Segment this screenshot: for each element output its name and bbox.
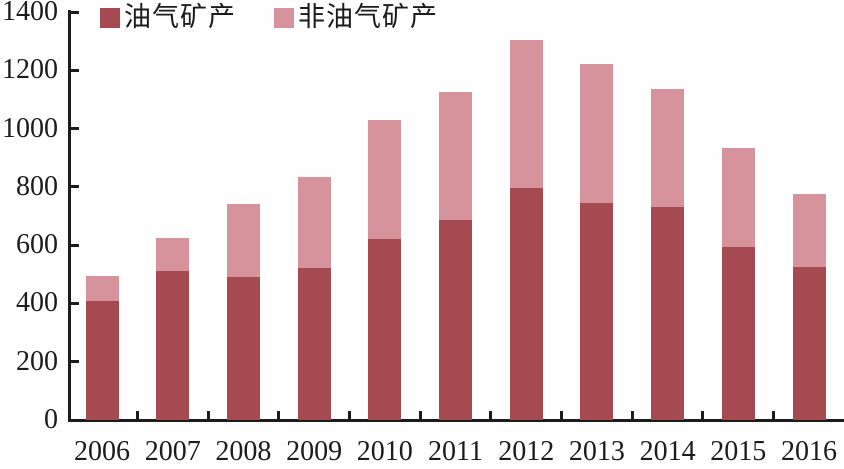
y-tick-1200 bbox=[71, 68, 79, 72]
y-tick-label-800: 800 bbox=[16, 170, 58, 202]
y-tick-label-1400: 1400 bbox=[2, 0, 58, 27]
y-tick-label-1000: 1000 bbox=[2, 112, 58, 144]
x-tick-label-2006: 2006 bbox=[74, 436, 130, 467]
x-tick-label-2011: 2011 bbox=[428, 436, 483, 467]
x-tick-label-2013: 2013 bbox=[568, 436, 625, 467]
x-tick-label-2016: 2016 bbox=[781, 436, 837, 467]
x-tick-label-2007: 2007 bbox=[144, 436, 201, 467]
bar-segment-non-oil-gas-2010 bbox=[368, 119, 402, 240]
x-tick-2013-2014 bbox=[630, 411, 634, 419]
y-tick-label-600: 600 bbox=[16, 229, 58, 261]
x-tick-2014-2015 bbox=[701, 411, 705, 419]
y-tick-800 bbox=[71, 185, 79, 189]
chart-legend: 油气矿产 非油气矿产 bbox=[100, 4, 438, 31]
y-axis-line bbox=[68, 10, 71, 422]
bar-segment-oil-gas-2015 bbox=[721, 246, 755, 420]
bar-segment-oil-gas-2014 bbox=[651, 207, 685, 420]
bar-segment-non-oil-gas-2007 bbox=[156, 237, 190, 272]
legend-swatch-oil-gas bbox=[100, 7, 120, 28]
legend-item-oil-gas: 油气矿产 bbox=[100, 4, 236, 31]
bar-segment-oil-gas-2007 bbox=[156, 271, 190, 420]
x-tick-2006-2007 bbox=[135, 411, 139, 419]
bar-segment-non-oil-gas-2013 bbox=[580, 64, 614, 203]
y-tick-400 bbox=[71, 301, 79, 305]
bar-segment-non-oil-gas-2006 bbox=[85, 275, 119, 301]
x-tick-2010-2011 bbox=[418, 411, 422, 419]
bar-segment-non-oil-gas-2012 bbox=[509, 39, 543, 189]
x-tick-label-2009: 2009 bbox=[286, 436, 343, 467]
x-tick-label-2010: 2010 bbox=[356, 436, 413, 467]
bar-segment-oil-gas-2011 bbox=[439, 220, 472, 420]
bar-segment-oil-gas-2016 bbox=[792, 267, 826, 420]
bar-segment-oil-gas-2009 bbox=[297, 268, 331, 420]
bar-segment-oil-gas-2008 bbox=[226, 277, 260, 420]
bar-segment-oil-gas-2012 bbox=[509, 188, 543, 420]
y-tick-label-0: 0 bbox=[44, 404, 58, 435]
y-tick-label-400: 400 bbox=[16, 287, 58, 319]
y-tick-600 bbox=[71, 243, 79, 247]
x-tick-label-2015: 2015 bbox=[710, 436, 767, 467]
bar-segment-non-oil-gas-2015 bbox=[721, 147, 755, 247]
legend-swatch-non-oil-gas bbox=[274, 7, 294, 28]
x-tick-2011-2012 bbox=[489, 411, 493, 419]
y-tick-label-200: 200 bbox=[16, 345, 58, 377]
bar-segment-non-oil-gas-2008 bbox=[226, 204, 260, 278]
bar-segment-non-oil-gas-2016 bbox=[792, 194, 826, 267]
x-tick-label-2014: 2014 bbox=[639, 436, 696, 467]
y-tick-label-1200: 1200 bbox=[2, 54, 58, 86]
x-tick-2012-2013 bbox=[560, 411, 564, 419]
x-tick-2015-2016 bbox=[772, 411, 776, 419]
legend-item-non-oil-gas: 非油气矿产 bbox=[274, 4, 438, 31]
legend-label-oil-gas: 油气矿产 bbox=[124, 2, 236, 32]
x-tick-label-2008: 2008 bbox=[215, 436, 272, 467]
x-axis-line bbox=[68, 419, 844, 422]
y-tick-1400 bbox=[71, 10, 79, 14]
bar-segment-non-oil-gas-2014 bbox=[651, 89, 685, 208]
x-tick-2007-2008 bbox=[206, 411, 210, 419]
bar-segment-non-oil-gas-2009 bbox=[297, 176, 331, 269]
legend-label-non-oil-gas: 非油气矿产 bbox=[298, 2, 438, 32]
y-tick-1000 bbox=[71, 127, 79, 131]
x-tick-2008-2009 bbox=[277, 411, 281, 419]
bar-segment-oil-gas-2010 bbox=[368, 239, 402, 420]
x-tick-2009-2010 bbox=[347, 411, 351, 419]
y-tick-200 bbox=[71, 360, 79, 364]
bar-segment-non-oil-gas-2011 bbox=[439, 92, 472, 221]
bar-segment-oil-gas-2006 bbox=[85, 300, 119, 420]
x-tick-label-2012: 2012 bbox=[498, 436, 555, 467]
bar-segment-oil-gas-2013 bbox=[580, 202, 614, 420]
